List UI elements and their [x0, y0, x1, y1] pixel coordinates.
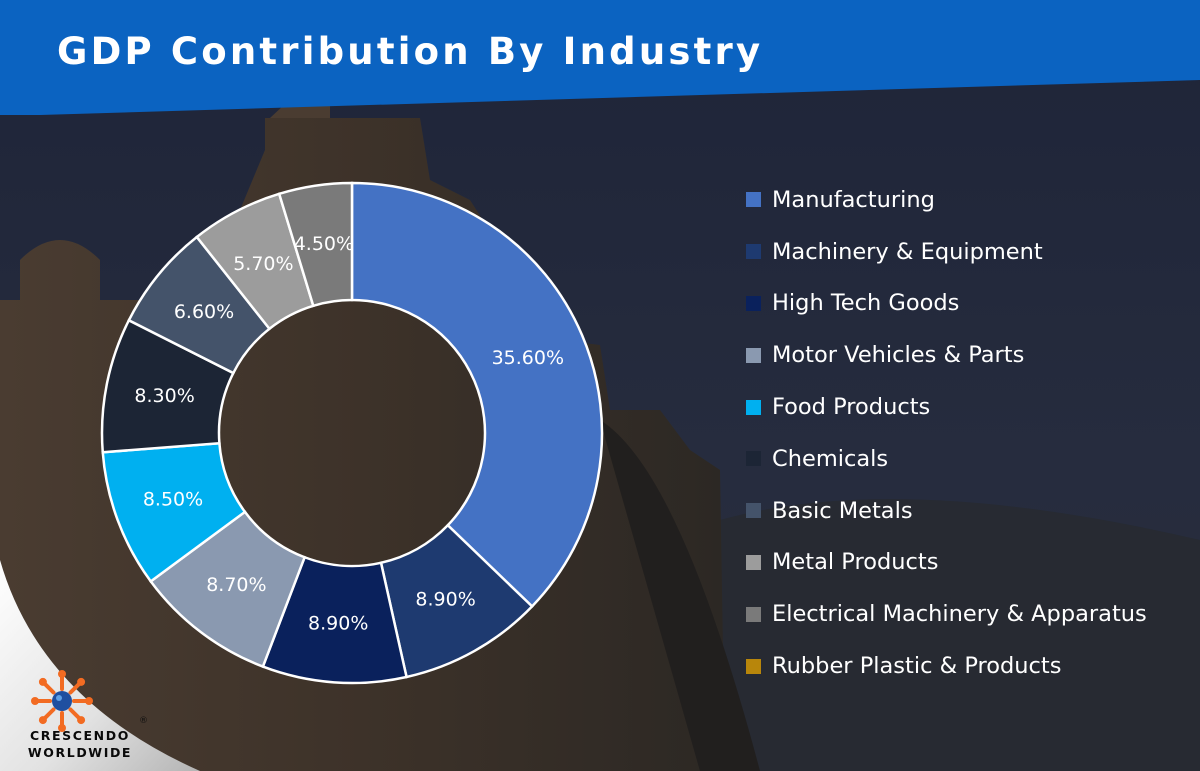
chart-data-labels: 35.60% 8.90% 8.90% 8.70% 8.50% 8.30% 6.60% 5.70…	[134, 233, 564, 634]
legend-label: Manufacturing	[772, 186, 935, 213]
legend-swatch	[746, 606, 761, 622]
legend-item-motor-vehicles-and-parts: Motor Vehicles & Parts	[746, 329, 1186, 381]
data-label-food-products: 8.50%	[143, 489, 203, 511]
legend-item-chemicals: Chemicals	[746, 433, 1186, 485]
chart-slices	[100, 181, 604, 685]
legend-item-food-products: Food Products	[746, 381, 1186, 433]
registered-mark: ®	[139, 716, 148, 726]
logo-rays-icon	[31, 670, 93, 732]
legend-swatch	[746, 244, 761, 260]
legend-item-rubber-plastic-and-products: Rubber Plastic & Products	[746, 640, 1186, 692]
data-label-electrical-machinery-and-apparatus: 4.50%	[294, 233, 354, 255]
slice-manufacturing	[350, 181, 604, 609]
chart-legend: Manufacturing Machinery & Equipment High T…	[746, 174, 1186, 692]
data-label-manufacturing: 35.60%	[492, 347, 564, 369]
title-band	[0, 0, 1200, 115]
legend-item-metal-products: Metal Products	[746, 537, 1186, 589]
page-title: GDP Contribution By Industry	[57, 30, 764, 73]
data-label-motor-vehicles-and-parts: 8.70%	[206, 574, 266, 596]
legend-item-manufacturing: Manufacturing	[746, 174, 1186, 226]
slice-electrical-machinery-and-apparatus	[277, 181, 354, 308]
legend-swatch	[746, 554, 761, 570]
data-label-basic-metals: 6.60%	[174, 301, 234, 323]
brand-line-1: CRESCENDO	[30, 728, 130, 743]
data-label-metal-products: 5.70%	[233, 253, 293, 275]
legend-swatch	[746, 399, 761, 415]
data-label-machinery-and-equipment: 8.90%	[415, 589, 475, 611]
legend-label: Rubber Plastic & Products	[772, 653, 1062, 680]
logo-globe-icon	[52, 691, 72, 711]
legend-label: High Tech Goods	[772, 290, 960, 317]
legend-swatch	[746, 192, 761, 208]
legend-swatch	[746, 295, 761, 311]
legend-label: Chemicals	[772, 445, 889, 472]
legend-item-high-tech-goods: High Tech Goods	[746, 278, 1186, 330]
legend-label: Basic Metals	[772, 497, 913, 524]
brand-wordmark: CRESCENDO WORLDWIDE	[0, 727, 160, 761]
legend-label: Food Products	[772, 394, 931, 421]
legend-label: Electrical Machinery & Apparatus	[772, 601, 1147, 628]
legend-swatch	[746, 503, 761, 519]
legend-item-basic-metals: Basic Metals	[746, 485, 1186, 537]
legend-label: Metal Products	[772, 549, 939, 576]
legend-swatch	[746, 658, 761, 674]
legend-item-machinery-and-equipment: Machinery & Equipment	[746, 226, 1186, 278]
data-label-chemicals: 8.30%	[134, 385, 194, 407]
legend-label: Machinery & Equipment	[772, 238, 1043, 265]
legend-swatch	[746, 451, 761, 467]
legend-swatch	[746, 347, 761, 363]
brand-line-2: WORLDWIDE	[27, 745, 133, 760]
legend-label: Motor Vehicles & Parts	[772, 342, 1025, 369]
legend-item-electrical-machinery-and-apparatus: Electrical Machinery & Apparatus	[746, 588, 1186, 640]
data-label-high-tech-goods: 8.90%	[308, 613, 368, 635]
crescendo-logo: ®	[31, 670, 148, 732]
